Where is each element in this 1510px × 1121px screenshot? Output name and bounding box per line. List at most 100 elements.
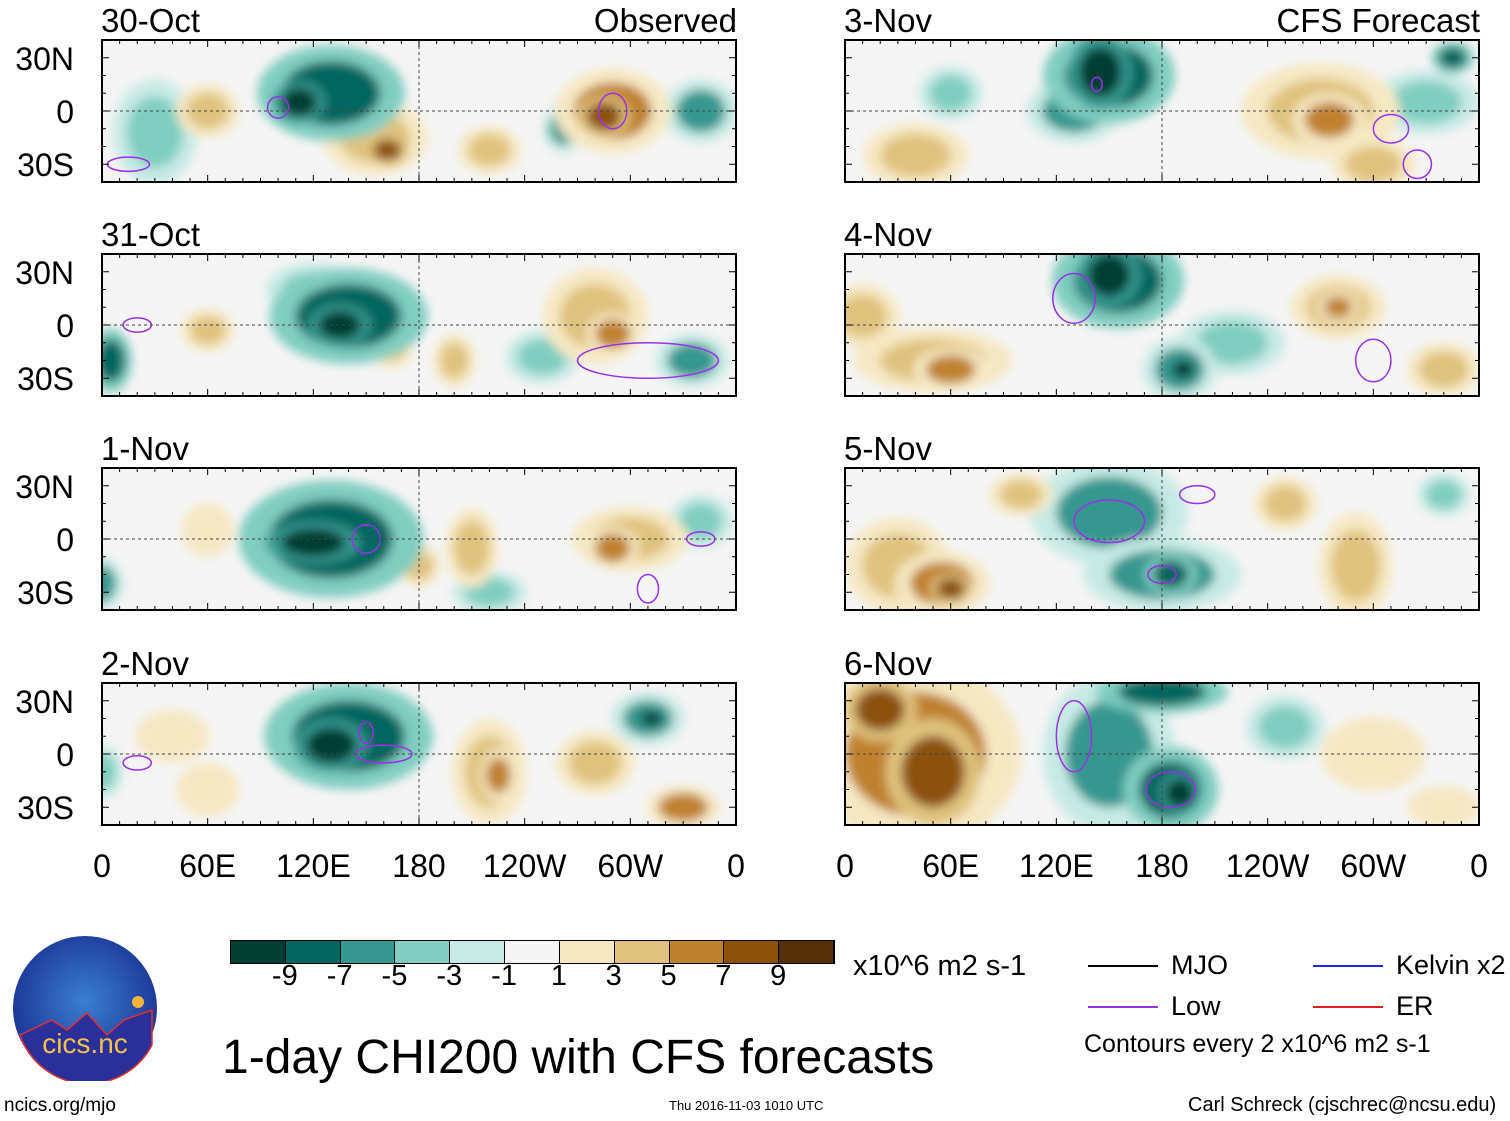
lat-label: 30N	[15, 254, 74, 291]
lon-label: 60E	[922, 848, 980, 884]
anomaly-blob	[586, 102, 622, 131]
map-panel-4-Nov	[844, 253, 1480, 397]
anomaly-blob	[640, 711, 663, 726]
lon-label: 0	[1470, 848, 1488, 884]
lon-label: 180	[392, 848, 446, 884]
anomaly-blob	[667, 342, 717, 379]
map-panel-5-Nov	[844, 467, 1480, 611]
lat-label: 0	[56, 522, 74, 558]
lon-label: 60E	[179, 848, 237, 884]
anomaly-blob	[318, 310, 361, 340]
map-panel-31-Oct	[101, 253, 737, 397]
colorbar-swatch	[231, 941, 286, 963]
anomaly-blob	[1426, 480, 1462, 509]
colorbar-tick-label: 9	[770, 960, 787, 992]
anomaly-blob	[102, 339, 125, 382]
anomaly-blob	[880, 134, 951, 177]
colorbar-swatch	[450, 941, 506, 963]
colorbar-swatch	[505, 941, 560, 963]
lat-label: 30S	[17, 790, 74, 827]
lat-label: 30S	[17, 361, 74, 398]
low-contour	[576, 342, 720, 379]
lon-label: 60W	[597, 848, 664, 884]
svg-text:cics.nc: cics.nc	[42, 1028, 128, 1059]
low-contour	[1055, 700, 1093, 773]
lon-label: 0	[727, 848, 745, 884]
low-contour	[266, 96, 290, 119]
lat-label: 30N	[15, 468, 74, 505]
anomaly-blob	[1331, 530, 1381, 602]
anomaly-blob	[926, 355, 976, 384]
colorbar-tick-label: -3	[436, 960, 463, 992]
anomaly-blob	[1324, 296, 1353, 318]
anomaly-blob	[936, 578, 965, 600]
site-url[interactable]: ncics.org/mjo	[4, 1095, 116, 1116]
anomaly-blob	[1258, 706, 1312, 749]
anomaly-blob	[929, 75, 972, 111]
low-contour	[1354, 338, 1392, 383]
legend-label: ER	[1396, 991, 1434, 1021]
map-panel-2-Nov	[101, 682, 737, 826]
colorbar-swatch	[395, 941, 451, 963]
lat-label: 0	[56, 308, 74, 344]
low-contour	[1090, 76, 1103, 93]
anomaly-blob	[147, 718, 198, 754]
colorbar-tick-label: 3	[605, 960, 622, 992]
anomaly-blob	[1390, 80, 1462, 124]
anomaly-blob	[1079, 47, 1122, 97]
anomaly-blob	[855, 688, 905, 731]
lon-label: 120W	[482, 848, 567, 884]
colorbar-tick-label: -5	[381, 960, 408, 992]
lat-label: 30N	[15, 40, 74, 77]
anomaly-blob	[126, 96, 184, 168]
lon-label: 0	[93, 848, 111, 884]
anomaly-blob	[190, 316, 226, 345]
anomaly-blob	[440, 342, 469, 379]
panel-date: 5-Nov	[844, 430, 933, 467]
anomaly-blob	[1172, 360, 1194, 379]
anomaly-blob	[468, 134, 511, 167]
colorbar-swatch	[779, 941, 834, 963]
contour-note: Contours every 2 x10^6 m2 s-1	[1084, 1030, 1431, 1058]
anomaly-blob	[1056, 476, 1162, 548]
map-panel-6-Nov	[844, 682, 1480, 826]
cics-logo: cics.nc	[13, 936, 157, 1081]
anomaly-blob	[1088, 254, 1131, 297]
low-contour	[358, 721, 374, 745]
low-contour	[636, 573, 660, 604]
anomaly-blob	[1117, 683, 1207, 707]
lon-label: 180	[1135, 848, 1189, 884]
panel-date: 2-Nov	[101, 645, 190, 682]
low-contour	[1178, 485, 1216, 505]
colorbar	[230, 940, 835, 964]
anomaly-blob	[595, 533, 631, 563]
panel-date: 1-Nov	[101, 430, 190, 467]
panel-date: 30-Oct	[101, 2, 201, 39]
legend-line-er	[1313, 1006, 1383, 1008]
anomaly-blob	[281, 87, 317, 117]
colorbar-swatch	[285, 941, 341, 963]
anomaly-blob	[186, 93, 229, 129]
colorbar-tick-label: -1	[491, 960, 517, 992]
anomaly-blob	[1345, 146, 1402, 182]
anomaly-blob	[1153, 560, 1189, 589]
colorbar-tick-label: 1	[550, 960, 567, 992]
legend-label: Kelvin x2	[1396, 950, 1506, 980]
anomaly-blob	[1438, 47, 1467, 69]
anomaly-blob	[1165, 778, 1194, 808]
colorbar-swatch	[614, 941, 670, 963]
colorbar-tick-label: 7	[715, 960, 732, 992]
figure-title: 1-day CHI200 with CFS forecasts	[222, 1031, 935, 1084]
lat-label: 0	[56, 94, 74, 130]
legend-label: Low	[1171, 991, 1221, 1021]
anomaly-blob	[679, 503, 722, 539]
map-panel-1-Nov	[101, 467, 737, 611]
anomaly-blob	[999, 480, 1043, 509]
low-contour	[1402, 149, 1433, 180]
observed-header: Observed	[593, 2, 737, 39]
author: Carl Schreck (cjschrec@ncsu.edu)	[1188, 1094, 1497, 1116]
legend-line-mjo	[1088, 965, 1158, 967]
map-panel-3-Nov	[844, 39, 1480, 183]
anomaly-blob	[306, 727, 356, 763]
